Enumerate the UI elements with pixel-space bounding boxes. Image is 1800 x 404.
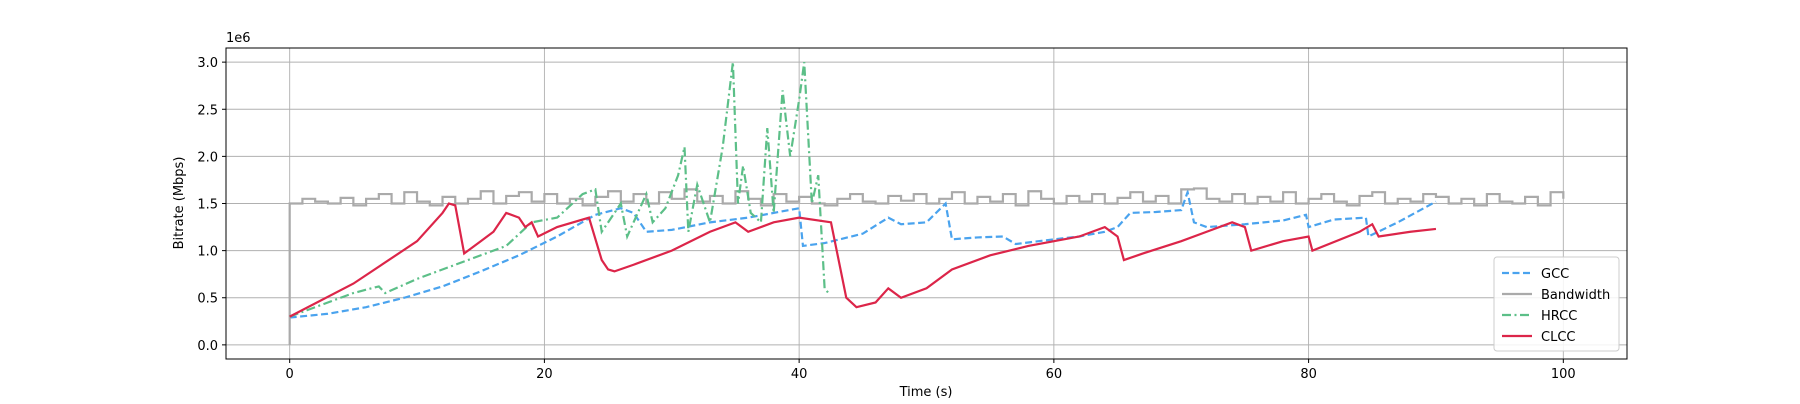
x-tick-label: 60 — [1046, 367, 1063, 382]
legend-label: HRCC — [1541, 309, 1577, 324]
legend-box — [1493, 256, 1620, 352]
y-tick-label: 2.5 — [197, 103, 218, 118]
y-tick-label: 0.0 — [197, 339, 218, 354]
y-axis-label: Bitrate (Mbps) — [172, 157, 187, 250]
legend: GCC Bandwidth HRCC CLCC — [1493, 256, 1620, 352]
series-line — [289, 61, 830, 318]
y-tick-label: 2.0 — [197, 150, 218, 165]
y-tick-label: 3.0 — [197, 56, 218, 71]
x-tick-label: 100 — [1551, 367, 1576, 382]
x-tick-label: 20 — [536, 367, 553, 382]
legend-label: CLCC — [1541, 330, 1575, 345]
y-tick-label: 0.5 — [197, 292, 218, 307]
series-line — [288, 187, 1565, 345]
legend-label: GCC — [1541, 267, 1569, 282]
y-tick-label: 1.5 — [197, 198, 218, 213]
axes-frame — [225, 47, 1628, 360]
x-tick-label: 0 — [286, 367, 294, 382]
y-offset-label: 1e6 — [226, 31, 251, 46]
x-axis-label: Time (s) — [899, 385, 953, 400]
x-tick-label: 80 — [1300, 367, 1317, 382]
y-tick-label: 1.0 — [197, 245, 218, 260]
series-line — [289, 202, 1437, 318]
legend-label: Bandwidth — [1541, 288, 1610, 303]
series-line — [289, 188, 1437, 319]
x-tick-label: 40 — [791, 367, 808, 382]
